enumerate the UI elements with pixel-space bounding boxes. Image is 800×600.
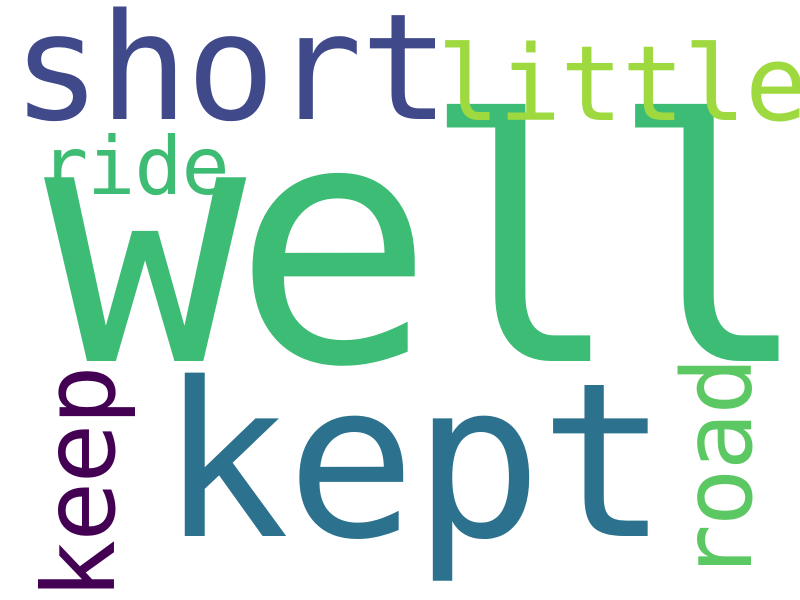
word-keep: keep bbox=[21, 367, 138, 600]
word-little: little bbox=[437, 23, 800, 145]
word-kept: kept bbox=[160, 336, 669, 587]
word-short: short bbox=[12, 0, 450, 154]
word-road: road bbox=[662, 358, 774, 582]
word-well: well bbox=[44, 50, 800, 441]
word-ride: ride bbox=[40, 120, 230, 213]
